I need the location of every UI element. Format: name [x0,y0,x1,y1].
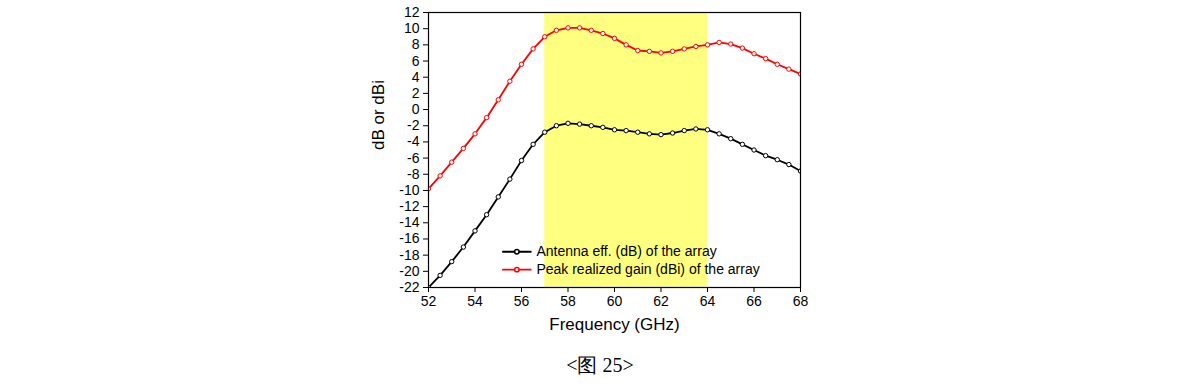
html-text:<图 25>: <图 25> [566,354,634,376]
svg-text:-10: -10 [399,182,419,198]
svg-text:-4: -4 [407,133,420,149]
svg-text:62: 62 [653,293,669,309]
svg-text:Frequency (GHz): Frequency (GHz) [549,315,679,334]
svg-text:66: 66 [746,293,762,309]
svg-text:-20: -20 [399,263,419,279]
svg-text:-22: -22 [399,279,419,295]
svg-text:58: 58 [560,293,576,309]
svg-text:Antenna eff. (dB) of the array: Antenna eff. (dB) of the array [536,243,716,259]
svg-text:54: 54 [467,293,483,309]
svg-text:dB or dBi: dB or dBi [369,80,388,150]
svg-text:56: 56 [514,293,530,309]
svg-text:10: 10 [404,20,420,36]
svg-text:2: 2 [412,85,420,101]
svg-text:8: 8 [412,36,420,52]
svg-text:-18: -18 [399,247,419,263]
svg-text:6: 6 [412,53,420,69]
svg-text:-6: -6 [407,150,420,166]
svg-text:-2: -2 [407,117,420,133]
svg-text:0: 0 [412,101,420,117]
svg-text:Peak realized gain (dBi) of th: Peak realized gain (dBi) of the array [536,261,759,277]
svg-text:-14: -14 [399,214,419,230]
svg-text:68: 68 [793,293,809,309]
svg-text:52: 52 [421,293,437,309]
svg-text:60: 60 [607,293,623,309]
svg-text:12: 12 [404,4,420,20]
svg-text:64: 64 [700,293,716,309]
svg-text:4: 4 [412,69,420,85]
svg-text:-12: -12 [399,198,419,214]
svg-text:-8: -8 [407,166,420,182]
svg-text:-16: -16 [399,230,419,246]
